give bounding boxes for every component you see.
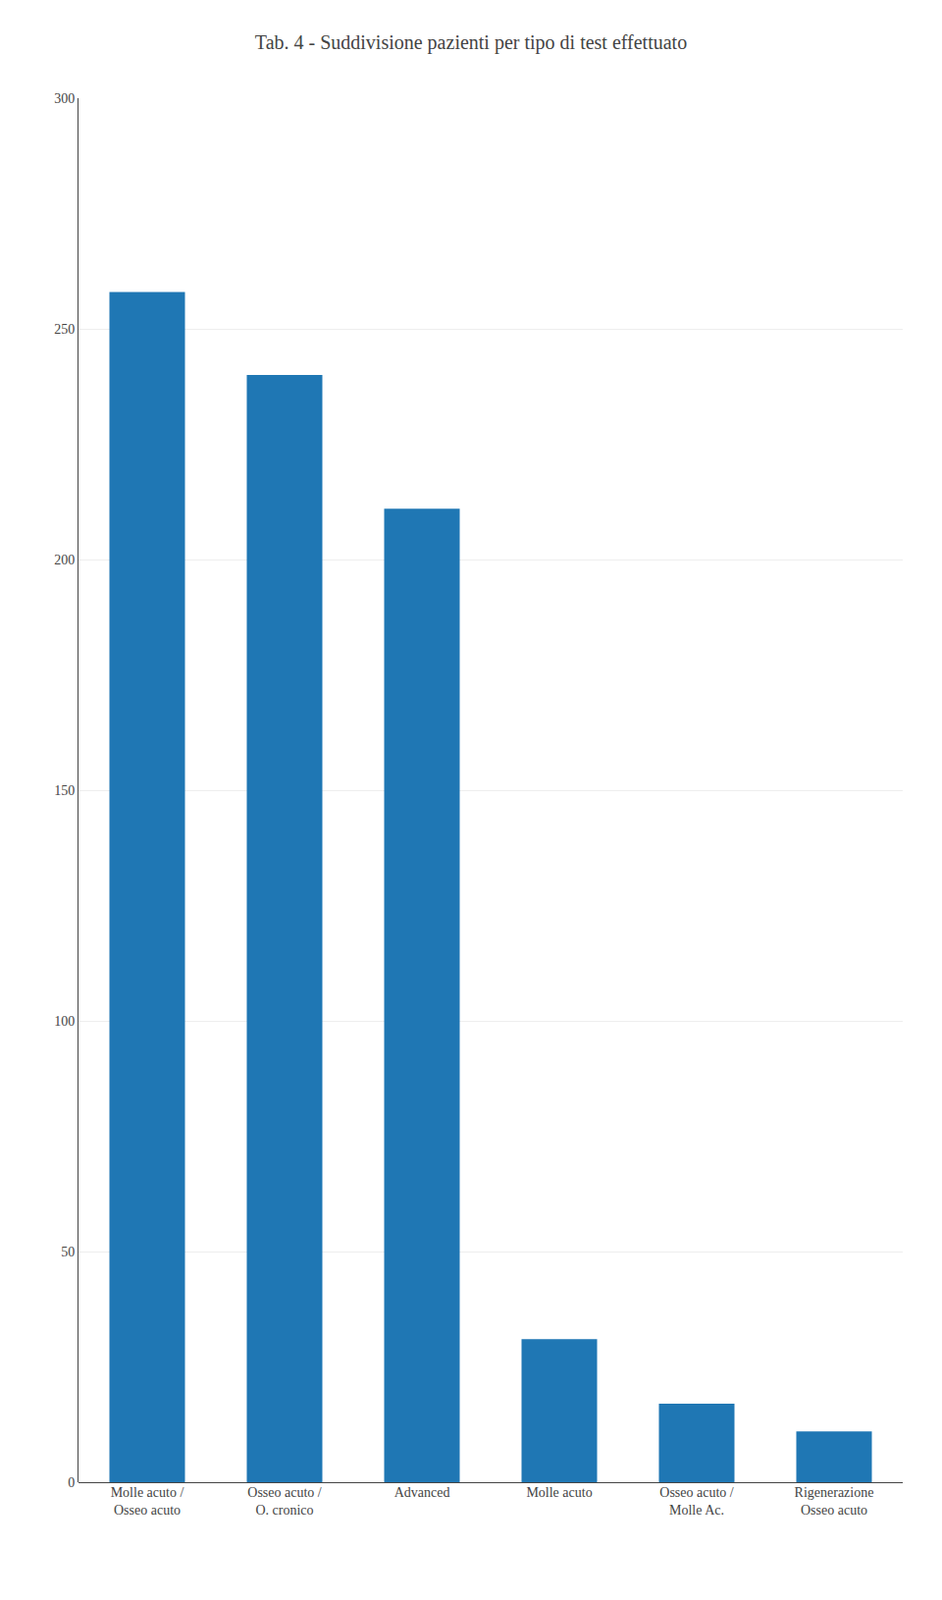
svg-text:150: 150 — [53, 783, 75, 798]
svg-text:Molle acuto /Osseo acuto: Molle acuto /Osseo acuto — [110, 1484, 185, 1518]
svg-text:Molle acuto: Molle acuto — [525, 1484, 592, 1500]
svg-text:250: 250 — [53, 321, 75, 337]
svg-text:RigenerazioneOsseo acuto: RigenerazioneOsseo acuto — [794, 1484, 875, 1518]
svg-text:0: 0 — [67, 1474, 75, 1490]
svg-text:200: 200 — [53, 552, 75, 568]
svg-text:Osseo acuto /Molle Ac.: Osseo acuto /Molle Ac. — [659, 1484, 734, 1518]
svg-text:Osseo acuto /O. cronico: Osseo acuto /O. cronico — [247, 1484, 322, 1518]
svg-text:Advanced: Advanced — [394, 1484, 451, 1500]
svg-text:300: 300 — [53, 91, 75, 106]
svg-text:Tab. 4 - Suddivisione pazienti: Tab. 4 - Suddivisione pazienti per tipo … — [255, 31, 687, 54]
svg-text:50: 50 — [60, 1244, 75, 1259]
svg-text:100: 100 — [53, 1013, 75, 1029]
